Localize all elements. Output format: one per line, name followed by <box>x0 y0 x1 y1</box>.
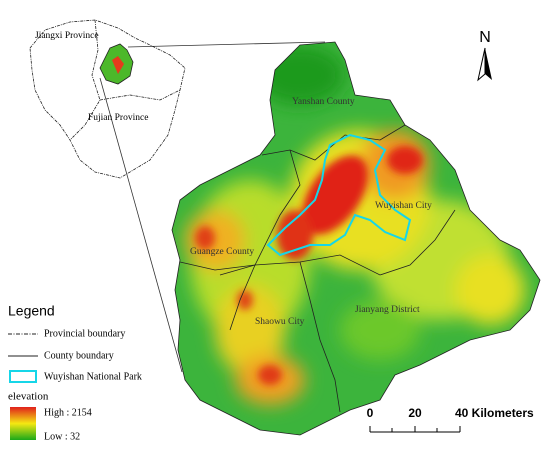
leader-line <box>99 77 183 373</box>
elevation-ramp <box>10 407 36 440</box>
study-area-high <box>112 56 124 74</box>
scale-bar: 0 20 40 Kilometers <box>367 406 534 433</box>
inset-label: Jiangxi Province <box>35 31 99 41</box>
scale-label: 40 Kilometers <box>455 406 534 420</box>
scale-label: 0 <box>367 406 374 420</box>
province-outline <box>29 19 186 179</box>
county-boundaries <box>179 124 456 413</box>
legend-title: Legend <box>8 303 55 319</box>
elevation-title: elevation <box>8 391 49 403</box>
elevation-raster <box>172 42 540 435</box>
inset-label: Fujian Province <box>88 113 148 123</box>
region-outline <box>171 41 541 436</box>
elevation-high: High : 2154 <box>44 407 92 418</box>
county-label: Wuyishan City <box>375 201 432 211</box>
arrow-half <box>485 48 492 80</box>
legend-swatch <box>9 370 37 383</box>
legend: Legend Provincial boundary County bounda… <box>8 303 142 442</box>
north-arrow: N <box>477 29 492 82</box>
county-label: Guangze County <box>190 247 254 257</box>
inset-map: Jiangxi Province Fujian Province <box>29 19 186 179</box>
county-label: Shaowu City <box>255 317 305 327</box>
national-park <box>266 133 412 257</box>
provincial-boundary <box>99 89 181 101</box>
county-boundary <box>179 209 456 276</box>
county-boundary <box>299 261 341 413</box>
legend-label: County boundary <box>44 350 114 361</box>
legend-label: Provincial boundary <box>44 328 125 339</box>
elevation-low: Low : 32 <box>44 431 80 442</box>
county-label: Yanshan County <box>292 97 355 107</box>
county-boundary <box>219 149 301 276</box>
north-label: N <box>479 29 491 46</box>
county-boundary <box>229 264 256 331</box>
provincial-boundary <box>69 19 101 141</box>
leader-line <box>127 41 326 48</box>
scale-label: 20 <box>408 406 422 420</box>
county-label: Jianyang District <box>355 305 420 315</box>
legend-label: Wuyishan National Park <box>44 371 142 382</box>
arrow-half <box>477 47 486 82</box>
